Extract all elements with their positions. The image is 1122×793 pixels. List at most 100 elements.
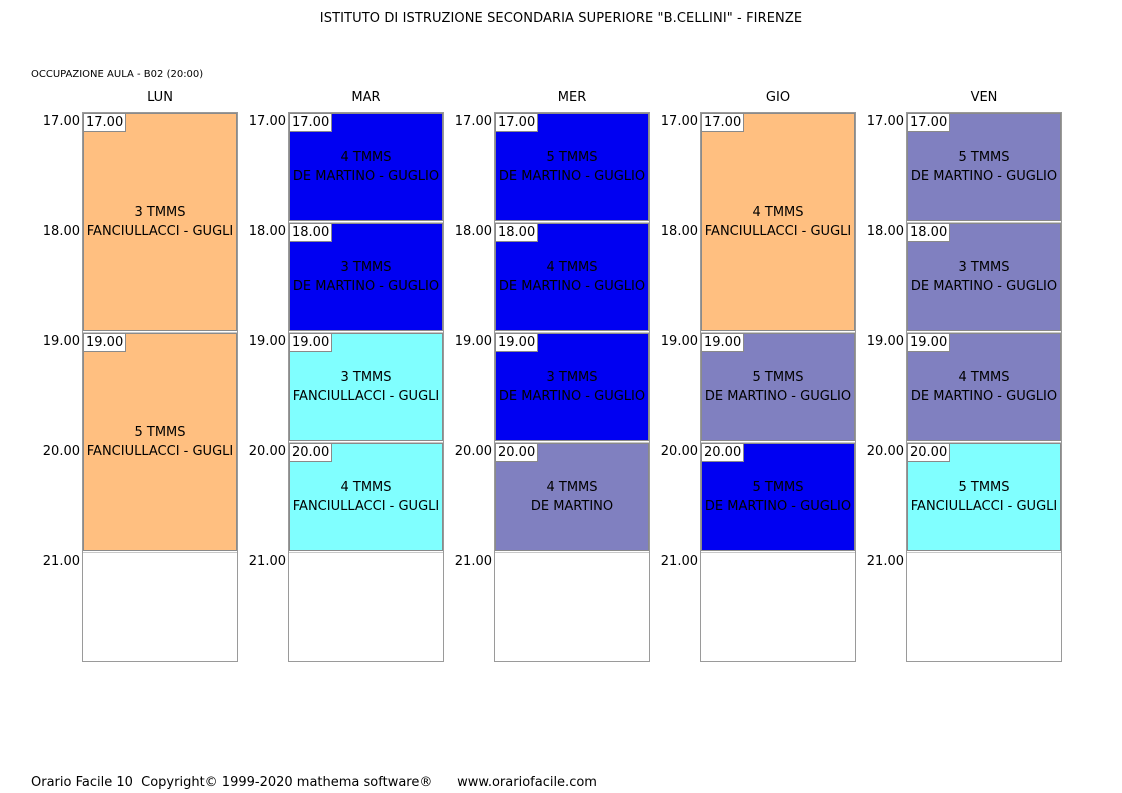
- lesson-block[interactable]: 17.00 5 TMMS DE MARTINO - GUGLIO: [495, 113, 649, 221]
- lesson-block[interactable]: 19.00 5 TMMS FANCIULLACCI - GUGLI: [83, 333, 237, 551]
- lesson-block[interactable]: 20.00 5 TMMS DE MARTINO - GUGLIO: [701, 443, 855, 551]
- lesson-block[interactable]: 20.00 4 TMMS DE MARTINO: [495, 443, 649, 551]
- time-label: 19.00: [660, 334, 698, 349]
- hour-divider: [495, 552, 649, 553]
- hour-divider: [907, 222, 1061, 223]
- lesson-class: 5 TMMS: [546, 150, 598, 165]
- time-label: 18.00: [660, 224, 698, 239]
- lesson-start-time: 20.00: [908, 444, 951, 462]
- time-label: 21.00: [248, 554, 286, 569]
- lesson-start-time: 17.00: [908, 114, 951, 132]
- lesson-block[interactable]: 17.00 4 TMMS DE MARTINO - GUGLIO: [289, 113, 443, 221]
- time-label: 20.00: [42, 444, 80, 459]
- lesson-teachers: DE MARTINO - GUGLIO: [704, 389, 852, 404]
- page-title: ISTITUTO DI ISTRUZIONE SECONDARIA SUPERI…: [319, 11, 803, 26]
- lesson-teachers: DE MARTINO - GUGLIO: [498, 389, 646, 404]
- lesson-start-time: 20.00: [290, 444, 333, 462]
- time-label: 20.00: [248, 444, 286, 459]
- lesson-block[interactable]: 19.00 5 TMMS DE MARTINO - GUGLIO: [701, 333, 855, 441]
- lesson-start-time: 17.00: [702, 114, 745, 132]
- lesson-class: 3 TMMS: [958, 260, 1010, 275]
- lesson-start-time: 18.00: [908, 224, 951, 242]
- lesson-block[interactable]: 17.00 3 TMMS FANCIULLACCI - GUGLI: [83, 113, 237, 331]
- lesson-class: 4 TMMS: [546, 260, 598, 275]
- time-label: 18.00: [42, 224, 80, 239]
- lesson-teachers: DE MARTINO - GUGLIO: [498, 279, 646, 294]
- time-label: 21.00: [660, 554, 698, 569]
- lesson-teachers: DE MARTINO - GUGLIO: [704, 499, 852, 514]
- lesson-teachers: DE MARTINO - GUGLIO: [910, 389, 1058, 404]
- lesson-start-time: 18.00: [496, 224, 539, 242]
- lesson-start-time: 17.00: [496, 114, 539, 132]
- time-label: 20.00: [866, 444, 904, 459]
- lesson-teachers: DE MARTINO - GUGLIO: [292, 279, 440, 294]
- time-label: 21.00: [42, 554, 80, 569]
- day-header-mar: MAR: [351, 90, 381, 105]
- lesson-class: 5 TMMS: [134, 425, 186, 440]
- lesson-block[interactable]: 19.00 4 TMMS DE MARTINO - GUGLIO: [907, 333, 1061, 441]
- lesson-class: 4 TMMS: [752, 205, 804, 220]
- time-label: 19.00: [454, 334, 492, 349]
- hour-divider: [907, 552, 1061, 553]
- lesson-start-time: 19.00: [908, 334, 951, 352]
- lesson-block[interactable]: 18.00 4 TMMS DE MARTINO - GUGLIO: [495, 223, 649, 331]
- time-label: 17.00: [42, 114, 80, 129]
- lesson-block[interactable]: 17.00 4 TMMS FANCIULLACCI - GUGLI: [701, 113, 855, 331]
- lesson-class: 3 TMMS: [546, 370, 598, 385]
- lesson-class: 3 TMMS: [340, 370, 392, 385]
- hour-divider: [495, 442, 649, 443]
- hour-divider: [907, 442, 1061, 443]
- lesson-block[interactable]: 18.00 3 TMMS DE MARTINO - GUGLIO: [907, 223, 1061, 331]
- lesson-block[interactable]: 19.00 3 TMMS FANCIULLACCI - GUGLI: [289, 333, 443, 441]
- lesson-teachers: FANCIULLACCI - GUGLI: [292, 499, 440, 514]
- lesson-class: 4 TMMS: [958, 370, 1010, 385]
- hour-divider: [701, 552, 855, 553]
- lesson-block[interactable]: 20.00 5 TMMS FANCIULLACCI - GUGLI: [907, 443, 1061, 551]
- lesson-block[interactable]: 17.00 5 TMMS DE MARTINO - GUGLIO: [907, 113, 1061, 221]
- hour-divider: [495, 332, 649, 333]
- time-label: 17.00: [454, 114, 492, 129]
- lesson-class: 3 TMMS: [134, 205, 186, 220]
- time-label: 20.00: [454, 444, 492, 459]
- hour-divider: [701, 442, 855, 443]
- time-label: 17.00: [660, 114, 698, 129]
- lesson-teachers: DE MARTINO - GUGLIO: [498, 169, 646, 184]
- time-label: 18.00: [866, 224, 904, 239]
- hour-divider: [289, 332, 443, 333]
- room-occupancy-subtitle: OCCUPAZIONE AULA - B02 (20:00): [31, 69, 204, 80]
- lesson-start-time: 20.00: [702, 444, 745, 462]
- lesson-block[interactable]: 19.00 3 TMMS DE MARTINO - GUGLIO: [495, 333, 649, 441]
- lesson-start-time: 19.00: [496, 334, 539, 352]
- lesson-teachers: DE MARTINO - GUGLIO: [910, 279, 1058, 294]
- hour-divider: [83, 332, 237, 333]
- lesson-teachers: FANCIULLACCI - GUGLI: [704, 224, 852, 239]
- lesson-class: 5 TMMS: [958, 150, 1010, 165]
- lesson-block[interactable]: 18.00 3 TMMS DE MARTINO - GUGLIO: [289, 223, 443, 331]
- hour-divider: [289, 552, 443, 553]
- lesson-start-time: 20.00: [496, 444, 539, 462]
- hour-divider: [83, 552, 237, 553]
- lesson-teachers: FANCIULLACCI - GUGLI: [86, 224, 234, 239]
- lesson-class: 4 TMMS: [340, 150, 392, 165]
- hour-divider: [495, 222, 649, 223]
- day-header-mer: MER: [557, 90, 587, 105]
- lesson-start-time: 19.00: [84, 334, 127, 352]
- time-label: 18.00: [454, 224, 492, 239]
- time-label: 19.00: [248, 334, 286, 349]
- lesson-teachers: DE MARTINO - GUGLIO: [292, 169, 440, 184]
- lesson-teachers: DE MARTINO: [530, 499, 614, 514]
- lesson-block[interactable]: 20.00 4 TMMS FANCIULLACCI - GUGLI: [289, 443, 443, 551]
- lesson-start-time: 19.00: [702, 334, 745, 352]
- lesson-class: 4 TMMS: [340, 480, 392, 495]
- lesson-class: 5 TMMS: [958, 480, 1010, 495]
- time-label: 18.00: [248, 224, 286, 239]
- lesson-teachers: DE MARTINO - GUGLIO: [910, 169, 1058, 184]
- lesson-class: 5 TMMS: [752, 370, 804, 385]
- lesson-class: 3 TMMS: [340, 260, 392, 275]
- lesson-start-time: 17.00: [84, 114, 127, 132]
- lesson-teachers: FANCIULLACCI - GUGLI: [86, 444, 234, 459]
- lesson-class: 4 TMMS: [546, 480, 598, 495]
- time-label: 20.00: [660, 444, 698, 459]
- lesson-start-time: 18.00: [290, 224, 333, 242]
